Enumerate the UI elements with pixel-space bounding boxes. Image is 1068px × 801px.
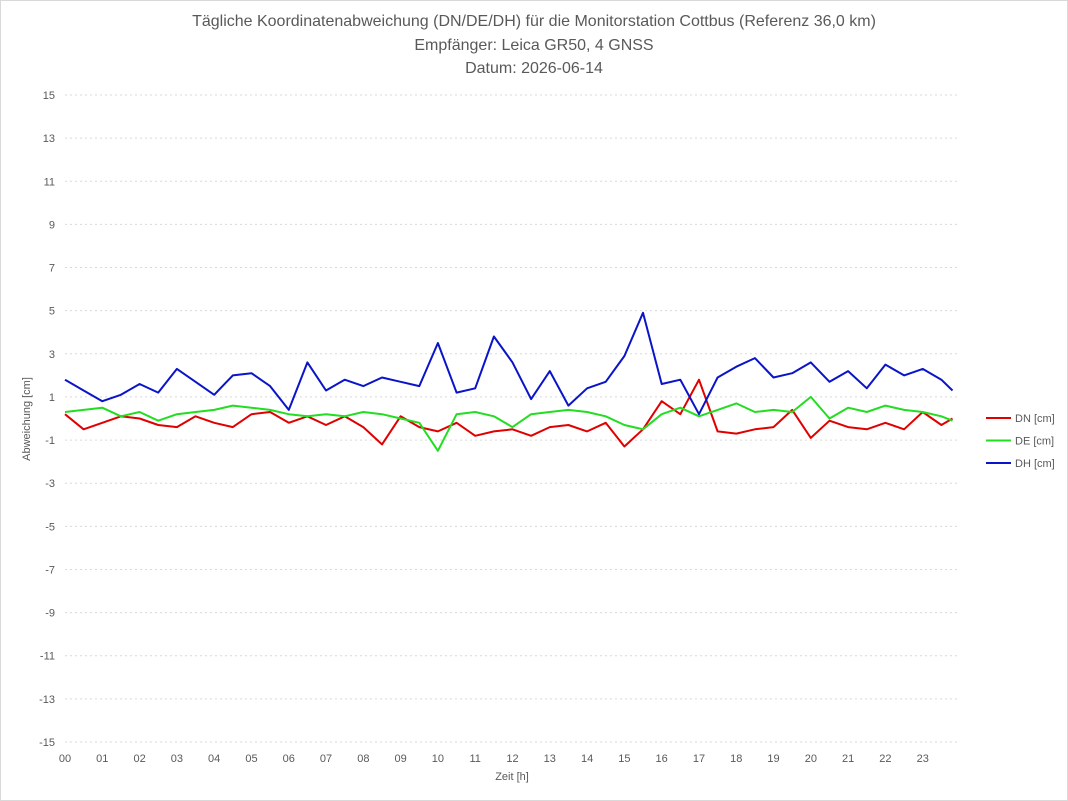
x-tick-label: 15 xyxy=(618,753,630,765)
y-tick-label: 7 xyxy=(49,263,55,275)
x-tick-label: 20 xyxy=(805,753,817,765)
y-tick-label: -9 xyxy=(45,608,55,620)
legend-label: DE [cm] xyxy=(1015,436,1054,448)
y-tick-label: 15 xyxy=(43,90,55,102)
x-tick-label: 11 xyxy=(469,753,480,765)
chart-subtitle: Empfänger: Leica GR50, 4 GNSS xyxy=(414,37,654,54)
chart-date: Datum: 2026-06-14 xyxy=(465,60,603,77)
x-tick-label: 16 xyxy=(656,753,668,765)
grid xyxy=(65,94,960,743)
y-tick-label: -13 xyxy=(39,694,55,706)
x-tick-label: 19 xyxy=(767,753,779,765)
x-tick-label: 09 xyxy=(395,753,407,765)
series-line xyxy=(64,311,954,416)
x-tick-label: 12 xyxy=(506,753,518,765)
y-tick-label: 9 xyxy=(49,219,55,231)
x-tick-label: 04 xyxy=(208,753,220,765)
y-axis-title: Abweichung [cm] xyxy=(21,377,33,461)
y-tick-label: 1 xyxy=(49,392,55,404)
x-tick-label: 13 xyxy=(544,753,556,765)
x-axis-ticks: 00 01 02 03 04 05 06 07 08 09 10 11 12 13 14 15 16 17 18 19… xyxy=(59,753,929,765)
y-tick-label: 5 xyxy=(49,306,55,318)
legend-label: DN [cm] xyxy=(1015,413,1055,425)
y-tick-label: -1 xyxy=(45,435,55,447)
legend: DN [cm] DE [cm] DH [cm] xyxy=(986,413,1055,470)
y-tick-label: 3 xyxy=(49,349,55,361)
y-tick-label: 11 xyxy=(44,176,55,188)
x-tick-label: 00 xyxy=(59,753,71,765)
y-tick-label: -15 xyxy=(39,737,55,749)
x-tick-label: 18 xyxy=(730,753,742,765)
legend-label: DH [cm] xyxy=(1015,458,1055,470)
x-tick-label: 21 xyxy=(842,753,854,765)
y-tick-label: -5 xyxy=(45,521,55,533)
series-line xyxy=(64,395,953,452)
x-tick-label: 06 xyxy=(283,753,295,765)
x-tick-label: 17 xyxy=(693,753,705,765)
x-tick-label: 02 xyxy=(133,753,145,765)
y-axis-ticks: 15 13 11 9 7 5 3 1 -1 -3 -5 -7 -9 -11 -13 -15 xyxy=(39,90,55,749)
x-tick-label: 03 xyxy=(171,753,183,765)
x-axis-title: Zeit [h] xyxy=(495,771,529,783)
x-tick-label: 05 xyxy=(245,753,257,765)
x-tick-label: 14 xyxy=(581,753,593,765)
y-tick-label: -11 xyxy=(40,651,55,663)
x-tick-label: 07 xyxy=(320,753,332,765)
x-tick-label: 23 xyxy=(917,753,929,765)
y-tick-label: 13 xyxy=(43,133,55,145)
x-tick-label: 08 xyxy=(357,753,369,765)
y-tick-label: -3 xyxy=(45,478,55,490)
x-tick-label: 22 xyxy=(879,753,891,765)
y-tick-label: -7 xyxy=(45,564,55,576)
series-line xyxy=(64,378,954,448)
x-tick-label: 10 xyxy=(432,753,444,765)
series-lines xyxy=(64,311,954,452)
chart-title: Tägliche Koordinatenabweichung (DN/DE/DH… xyxy=(192,13,876,30)
x-tick-label: 01 xyxy=(96,753,108,765)
